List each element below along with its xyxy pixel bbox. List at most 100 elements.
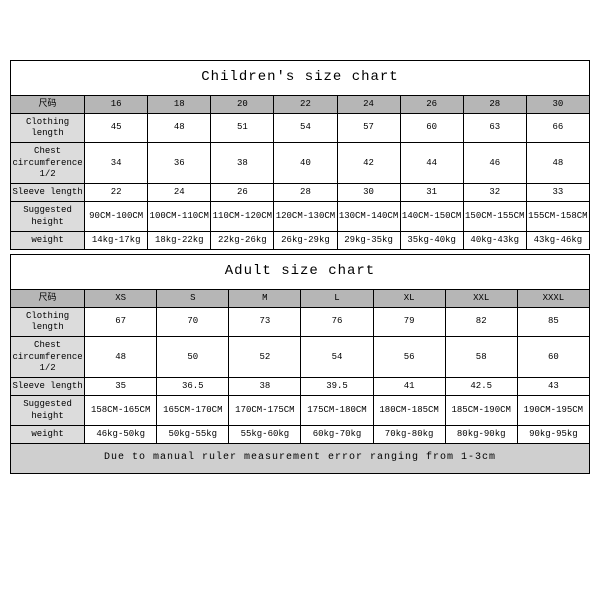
row-label: Sleeve length [11, 378, 85, 396]
cell: 33 [526, 184, 589, 202]
cell: 29kg-35kg [337, 231, 400, 249]
children-size-col: 16 [85, 95, 148, 113]
cell: 165CM-170CM [157, 396, 229, 426]
cell: 30 [337, 184, 400, 202]
cell: 35 [85, 378, 157, 396]
cell: 48 [526, 143, 589, 184]
cell: 51 [211, 113, 274, 143]
cell: 90CM-100CM [85, 202, 148, 232]
cell: 42 [337, 143, 400, 184]
row-label: Suggested height [11, 396, 85, 426]
cell: 155CM-158CM [526, 202, 589, 232]
cell: 22kg-26kg [211, 231, 274, 249]
adult-size-col: XXL [445, 289, 517, 307]
cell: 57 [337, 113, 400, 143]
cell: 190CM-195CM [517, 396, 589, 426]
cell: 170CM-175CM [229, 396, 301, 426]
table-row: Suggested height 158CM-165CM 165CM-170CM… [11, 396, 590, 426]
row-label: weight [11, 231, 85, 249]
cell: 36 [148, 143, 211, 184]
table-row: Clothing length 67 70 73 76 79 82 85 [11, 307, 590, 337]
table-row: Suggested height 90CM-100CM 100CM-110CM … [11, 202, 590, 232]
cell: 175CM-180CM [301, 396, 373, 426]
adult-row-header: 尺码 [11, 289, 85, 307]
cell: 150CM-155CM [463, 202, 526, 232]
cell: 185CM-190CM [445, 396, 517, 426]
cell: 41 [373, 378, 445, 396]
cell: 100CM-110CM [148, 202, 211, 232]
cell: 46 [463, 143, 526, 184]
cell: 54 [274, 113, 337, 143]
cell: 60 [517, 337, 589, 378]
cell: 36.5 [157, 378, 229, 396]
cell: 18kg-22kg [148, 231, 211, 249]
cell: 26kg-29kg [274, 231, 337, 249]
cell: 67 [85, 307, 157, 337]
cell: 32 [463, 184, 526, 202]
cell: 35kg-40kg [400, 231, 463, 249]
cell: 58 [445, 337, 517, 378]
cell: 130CM-140CM [337, 202, 400, 232]
cell: 46kg-50kg [85, 425, 157, 443]
cell: 50kg-55kg [157, 425, 229, 443]
children-title: Children's size chart [11, 61, 590, 96]
table-row: Sleeve length 35 36.5 38 39.5 41 42.5 43 [11, 378, 590, 396]
row-label: Chest circumference 1/2 [11, 143, 85, 184]
adult-size-col: L [301, 289, 373, 307]
table-row: weight 46kg-50kg 50kg-55kg 55kg-60kg 60k… [11, 425, 590, 443]
cell: 38 [211, 143, 274, 184]
cell: 56 [373, 337, 445, 378]
cell: 120CM-130CM [274, 202, 337, 232]
table-row: Chest circumference 1/2 48 50 52 54 56 5… [11, 337, 590, 378]
table-row: Chest circumference 1/2 34 36 38 40 42 4… [11, 143, 590, 184]
cell: 140CM-150CM [400, 202, 463, 232]
adult-size-col: XL [373, 289, 445, 307]
cell: 85 [517, 307, 589, 337]
cell: 70kg-80kg [373, 425, 445, 443]
cell: 45 [85, 113, 148, 143]
cell: 48 [148, 113, 211, 143]
cell: 76 [301, 307, 373, 337]
cell: 52 [229, 337, 301, 378]
measurement-footnote: Due to manual ruler measurement error ra… [11, 444, 590, 474]
children-size-col: 24 [337, 95, 400, 113]
cell: 50 [157, 337, 229, 378]
cell: 31 [400, 184, 463, 202]
cell: 66 [526, 113, 589, 143]
cell: 28 [274, 184, 337, 202]
table-row: Clothing length 45 48 51 54 57 60 63 66 [11, 113, 590, 143]
children-size-col: 20 [211, 95, 274, 113]
cell: 79 [373, 307, 445, 337]
adult-size-chart: Adult size chart 尺码 XS S M L XL XXL XXXL… [10, 254, 590, 474]
cell: 39.5 [301, 378, 373, 396]
adult-size-col: M [229, 289, 301, 307]
adult-size-col: XS [85, 289, 157, 307]
table-row: Sleeve length 22 24 26 28 30 31 32 33 [11, 184, 590, 202]
cell: 43 [517, 378, 589, 396]
children-row-header: 尺码 [11, 95, 85, 113]
row-label: Suggested height [11, 202, 85, 232]
cell: 40 [274, 143, 337, 184]
children-size-col: 18 [148, 95, 211, 113]
cell: 26 [211, 184, 274, 202]
cell: 63 [463, 113, 526, 143]
cell: 110CM-120CM [211, 202, 274, 232]
children-size-col: 28 [463, 95, 526, 113]
row-label: weight [11, 425, 85, 443]
cell: 44 [400, 143, 463, 184]
adult-title: Adult size chart [11, 255, 590, 290]
cell: 60 [400, 113, 463, 143]
cell: 90kg-95kg [517, 425, 589, 443]
table-row: weight 14kg-17kg 18kg-22kg 22kg-26kg 26k… [11, 231, 590, 249]
cell: 34 [85, 143, 148, 184]
row-label: Chest circumference 1/2 [11, 337, 85, 378]
cell: 38 [229, 378, 301, 396]
cell: 14kg-17kg [85, 231, 148, 249]
cell: 42.5 [445, 378, 517, 396]
cell: 40kg-43kg [463, 231, 526, 249]
cell: 80kg-90kg [445, 425, 517, 443]
cell: 24 [148, 184, 211, 202]
adult-size-col: S [157, 289, 229, 307]
cell: 60kg-70kg [301, 425, 373, 443]
cell: 54 [301, 337, 373, 378]
